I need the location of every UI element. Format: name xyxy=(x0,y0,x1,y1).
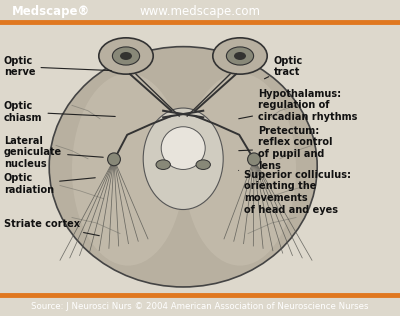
Ellipse shape xyxy=(49,47,317,287)
Text: Optic
radiation: Optic radiation xyxy=(4,173,95,195)
Circle shape xyxy=(213,38,267,74)
Circle shape xyxy=(226,47,254,65)
Circle shape xyxy=(156,160,170,169)
Ellipse shape xyxy=(143,108,223,210)
Ellipse shape xyxy=(108,153,120,166)
Circle shape xyxy=(112,47,140,65)
Ellipse shape xyxy=(72,73,184,265)
Circle shape xyxy=(99,38,153,74)
Text: Pretectum:
reflex control
of pupil and
lens: Pretectum: reflex control of pupil and l… xyxy=(239,126,332,171)
Text: Lateral
geniculate
nucleus: Lateral geniculate nucleus xyxy=(4,136,103,169)
Circle shape xyxy=(196,160,210,169)
Text: www.medscape.com: www.medscape.com xyxy=(140,5,260,18)
Circle shape xyxy=(234,52,246,60)
Text: Striate cortex: Striate cortex xyxy=(4,219,99,236)
Text: Superior colliculus:
orienting the
movements
of head and eyes: Superior colliculus: orienting the movem… xyxy=(239,170,351,215)
Ellipse shape xyxy=(184,73,296,265)
Text: Optic
nerve: Optic nerve xyxy=(4,56,111,77)
Ellipse shape xyxy=(248,153,260,166)
Text: Source: J Neurosci Nurs © 2004 American Association of Neuroscience Nurses: Source: J Neurosci Nurs © 2004 American … xyxy=(31,302,369,311)
Text: Medscape®: Medscape® xyxy=(12,5,90,18)
Ellipse shape xyxy=(161,127,205,169)
Text: Hypothalamus:
regulation of
circadian rhythms: Hypothalamus: regulation of circadian rh… xyxy=(239,89,357,122)
Circle shape xyxy=(120,52,132,60)
Text: Optic
chiasm: Optic chiasm xyxy=(4,101,115,123)
Text: Optic
tract: Optic tract xyxy=(264,56,303,79)
